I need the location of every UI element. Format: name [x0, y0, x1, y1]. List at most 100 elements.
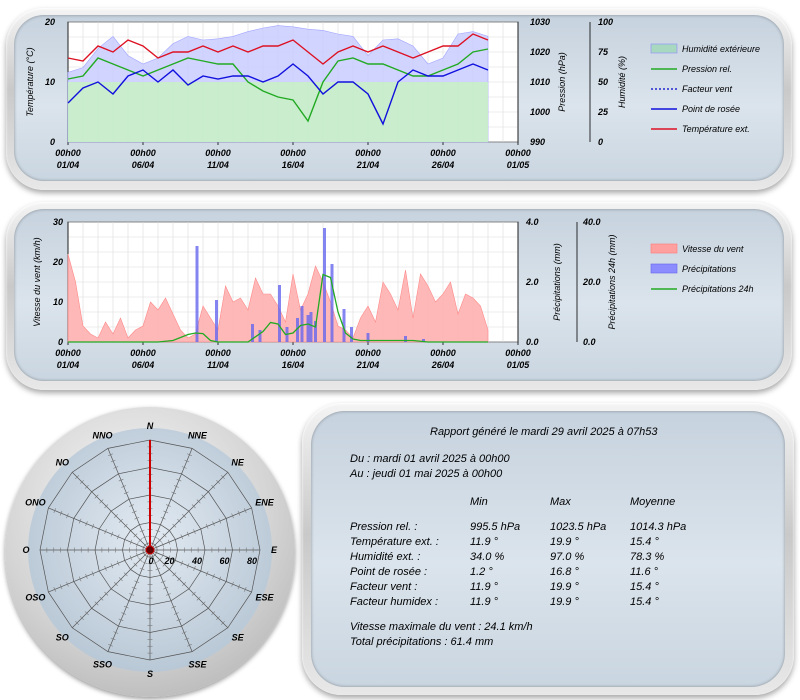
rose-minor-tick — [187, 453, 192, 456]
x-tick-label-date: 11/04 — [207, 160, 229, 170]
rose-minor-tick — [113, 631, 119, 634]
y-tick-label: 990 — [530, 137, 545, 147]
rose-minor-tick — [212, 521, 215, 527]
rose-radial-tick-label: 60 — [219, 556, 229, 566]
rose-minor-tick — [201, 494, 206, 499]
rose-minor-tick — [205, 571, 209, 577]
x-tick-label-date: 26/04 — [431, 160, 455, 170]
rose-direction-label: ONO — [25, 498, 46, 508]
report-cell-min: 995.5 hPa — [470, 521, 521, 533]
report-header: Rapport généré le mardi 29 avril 2025 à … — [430, 426, 658, 438]
rose-minor-tick — [162, 562, 167, 567]
rose-minor-tick — [216, 616, 221, 621]
legend-label: Pression rel. — [682, 64, 732, 74]
report-cell-label: Point de rosée : — [350, 566, 428, 578]
rose-minor-tick — [123, 491, 129, 495]
rose-minor-tick — [177, 577, 182, 582]
rose-minor-tick — [186, 531, 190, 537]
rain-bar — [350, 327, 353, 342]
report-cell-min: 34.0 % — [470, 551, 505, 563]
report-cell-avg: 1014.3 hPa — [630, 521, 687, 533]
rose-spoke — [48, 507, 151, 551]
rain-bar — [309, 312, 313, 342]
rose-minor-tick — [180, 534, 183, 540]
rain-bar — [330, 264, 334, 342]
y-axis-label: Précipitations 24h (mm) — [607, 234, 617, 329]
rose-minor-tick — [165, 504, 171, 507]
rose-minor-tick — [75, 475, 80, 480]
legend-swatch-area — [650, 263, 678, 274]
rose-minor-tick — [220, 475, 225, 480]
rose-minor-tick — [110, 531, 114, 537]
y-tick-label: 1030 — [530, 17, 550, 27]
rose-minor-tick — [139, 529, 145, 533]
rain-bar — [251, 324, 254, 342]
y-tick-label: 10 — [45, 77, 55, 87]
rose-minor-tick — [118, 518, 123, 523]
x-tick-label-time: 00h00 — [130, 148, 156, 158]
rose-minor-tick — [160, 517, 166, 520]
rose-spoke — [149, 471, 229, 551]
report-cell-avg: 15.4 ° — [630, 581, 659, 593]
rain-bar — [258, 330, 262, 342]
y-tick-label: 2.0 — [525, 277, 539, 287]
rose-direction-label: OSO — [25, 592, 45, 602]
rose-minor-tick — [113, 513, 118, 518]
legend-label: Précipitations — [682, 264, 737, 274]
rose-minor-tick — [186, 563, 190, 569]
rose-minor-tick — [163, 510, 169, 514]
rose-minor-tick — [211, 611, 216, 616]
rose-minor-tick — [171, 605, 177, 609]
rain-bar — [215, 300, 218, 342]
rose-direction-label: NO — [56, 457, 70, 467]
rose-direction-label: N — [147, 421, 154, 431]
rose-minor-tick — [161, 552, 164, 558]
rose-radial-tick-label: 80 — [247, 556, 257, 566]
rose-minor-tick — [75, 620, 80, 625]
rose-minor-tick — [99, 499, 104, 504]
rose-minor-tick — [134, 580, 140, 583]
rose-minor-tick — [134, 517, 140, 520]
rose-minor-tick — [155, 567, 161, 571]
x-tick-label-time: 00h00 — [430, 348, 456, 358]
rose-minor-tick — [231, 513, 234, 519]
rose-minor-tick — [113, 582, 118, 587]
rose-direction-label: O — [22, 545, 29, 555]
rose-minor-tick — [196, 499, 201, 504]
series-line-rain24 — [68, 273, 488, 343]
y-tick-label: 40.0 — [582, 217, 601, 227]
rose-minor-tick — [196, 596, 201, 601]
report-content: Rapport généré le mardi 29 avril 2025 à … — [318, 418, 780, 680]
rose-minor-tick — [131, 586, 137, 590]
rose-minor-tick — [59, 510, 63, 516]
rose-minor-tick — [78, 576, 82, 582]
rose-minor-tick — [123, 572, 128, 577]
report-cell-max: 19.9 ° — [550, 536, 579, 548]
rose-minor-tick — [182, 582, 187, 587]
rose-minor-tick — [84, 484, 89, 489]
x-tick-label-time: 00h00 — [355, 148, 381, 158]
x-tick-label-time: 00h00 — [505, 348, 531, 358]
rose-minor-tick — [167, 555, 171, 561]
x-tick-label-date: 01/05 — [507, 160, 531, 170]
rose-minor-tick — [53, 508, 56, 513]
x-tick-label-time: 00h00 — [355, 348, 381, 358]
total-rain: Total précipitations : 61.4 mm — [350, 636, 494, 648]
rain-bar — [342, 309, 346, 342]
y-tick-label: 0.0 — [583, 337, 596, 347]
y-axis-label: Précipitations (mm) — [552, 243, 562, 321]
rose-minor-tick — [66, 513, 69, 519]
x-tick-label-date: 26/04 — [431, 360, 455, 370]
x-tick-label-time: 00h00 — [280, 148, 306, 158]
x-tick-label-date: 21/04 — [356, 160, 380, 170]
x-tick-label-time: 00h00 — [55, 148, 81, 158]
column-avg: Moyenne — [630, 496, 676, 508]
report-from: Du : mardi 01 avril 2025 à 00h00 — [350, 453, 510, 465]
rose-minor-tick — [172, 523, 177, 528]
legend-swatch-area — [650, 43, 678, 54]
rose-minor-tick — [129, 593, 135, 596]
rose-minor-tick — [173, 485, 179, 488]
rose-minor-tick — [237, 584, 241, 590]
y-tick-label: 20 — [52, 257, 63, 267]
x-tick-label-date: 01/04 — [57, 360, 80, 370]
